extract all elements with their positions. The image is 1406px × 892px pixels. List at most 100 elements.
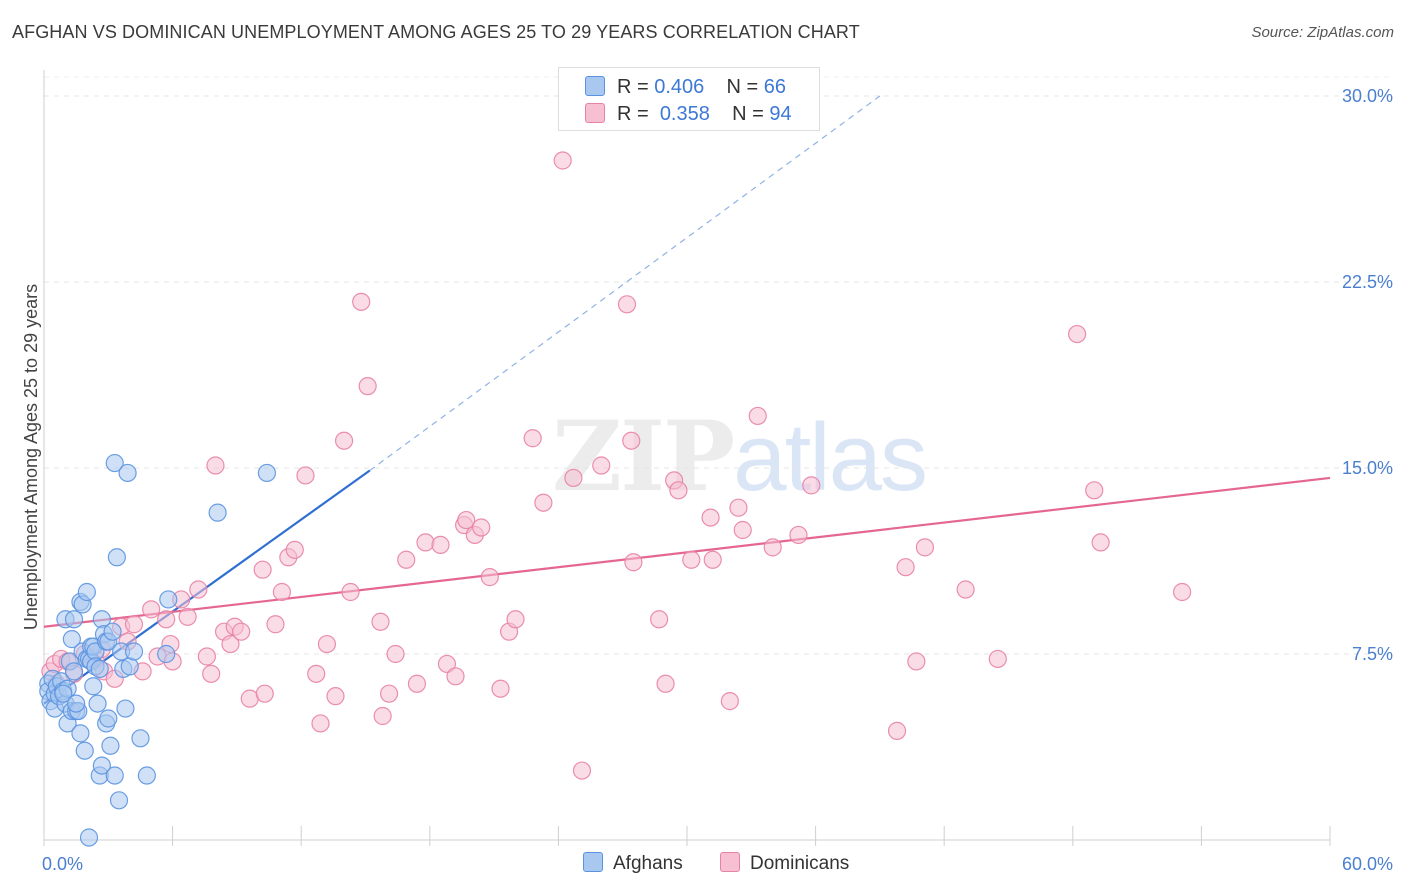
dominicans-point-47 <box>373 706 392 726</box>
dominicans-point-31 <box>253 560 272 579</box>
afghans-point-17 <box>64 610 84 629</box>
dominicans-point-73 <box>650 610 669 629</box>
dominicans-point-34 <box>272 582 292 602</box>
y-tick-label-2: 22.5% <box>1342 272 1393 292</box>
dominicans-point-71 <box>622 431 641 450</box>
dominicans-point-92 <box>988 649 1007 669</box>
afghans-point-59 <box>159 590 178 609</box>
dominicans-point-79 <box>703 550 722 569</box>
legend-r-label: R = <box>617 103 649 125</box>
dominicans-point-15 <box>142 600 161 619</box>
chart-title: AFGHAN VS DOMINICAN UNEMPLOYMENT AMONG A… <box>12 22 860 42</box>
afghans-point-49 <box>109 791 129 810</box>
dominicans-point-54 <box>437 654 457 674</box>
afghans-point-46 <box>105 766 124 785</box>
dominicans-point-39 <box>311 714 330 733</box>
dominicans-point-24 <box>202 664 221 683</box>
dominicans-point-93 <box>1067 324 1087 344</box>
afghans-point-52 <box>116 699 135 718</box>
afghans-point-34 <box>88 694 107 713</box>
afghans-point-44 <box>101 736 120 755</box>
dominicans-point-29 <box>232 622 251 641</box>
dominicans-point-94 <box>1085 481 1104 500</box>
dominicans-point-66 <box>553 151 572 170</box>
dominicans-r-value: 0.358 <box>659 103 710 125</box>
tick-labels: 7.5% 15.0% 22.5% 30.0% 0.0% 60.0% <box>42 86 1393 874</box>
x-tick-label-min: 0.0% <box>42 854 83 874</box>
dominicans-point-33 <box>266 615 285 634</box>
dominicans-point-37 <box>296 466 315 485</box>
afghans-point-62 <box>79 828 99 847</box>
dominicans-point-65 <box>534 493 553 512</box>
dominicans-point-60 <box>480 568 499 587</box>
dominicans-point-74 <box>656 674 675 693</box>
dominicans-point-51 <box>407 674 427 693</box>
afghans-point-48 <box>107 548 126 567</box>
legend-row-afghans: R = 0.406 N = 66 <box>585 76 786 100</box>
dominicans-point-48 <box>379 684 399 703</box>
afghans-legend-label: Afghans <box>613 853 683 874</box>
afghans-point-58 <box>157 644 176 664</box>
y-tick-label-3: 30.0% <box>1342 86 1393 106</box>
data-points <box>39 151 1192 847</box>
dominicans-point-43 <box>341 582 360 602</box>
afghans-point-53 <box>118 463 137 483</box>
dominicans-point-88 <box>896 558 915 577</box>
afghans-point-55 <box>124 642 144 661</box>
dominicans-point-50 <box>397 550 416 569</box>
correlation-legend: R = 0.406 N = 66 R = 0.358 N = 94 <box>558 67 820 131</box>
axes <box>43 70 1331 846</box>
dominicans-point-81 <box>729 498 748 517</box>
dominicans-point-61 <box>491 679 510 698</box>
afghans-point-37 <box>92 756 111 775</box>
afghans-point-18 <box>64 662 84 681</box>
watermark-zip: ZIP <box>552 400 735 513</box>
trend-lines <box>43 95 1331 705</box>
dominicans-point-38 <box>307 664 326 683</box>
dominicans-point-87 <box>887 721 907 740</box>
dominicans-n-value: 94 <box>769 103 792 125</box>
afghans-point-61 <box>257 463 277 483</box>
dominicans-point-83 <box>748 406 767 426</box>
dominicans-point-68 <box>572 761 592 780</box>
dominicans-point-72 <box>624 553 643 572</box>
afghans-point-43 <box>99 709 118 728</box>
dominicans-point-67 <box>564 468 583 488</box>
dominicans-point-25 <box>206 456 225 475</box>
dominicans-point-53 <box>431 535 450 554</box>
dominicans-point-23 <box>197 647 216 666</box>
dominicans-point-82 <box>733 520 752 540</box>
dominicans-point-45 <box>358 377 377 396</box>
dominicans-point-63 <box>506 610 525 629</box>
dominicans-point-13 <box>124 615 144 634</box>
afghans-point-25 <box>75 741 94 760</box>
legend-r-label: R = <box>617 76 649 98</box>
dominicans-point-46 <box>371 612 390 631</box>
afghans-point-27 <box>77 582 96 602</box>
dominicans-point-57 <box>457 510 476 530</box>
y-tick-label-1: 15.0% <box>1342 458 1393 478</box>
afghans-n-value: 66 <box>763 76 787 98</box>
zipatlas-watermark: ZIPatlas <box>552 400 928 513</box>
dominicans-point-32 <box>255 684 274 703</box>
afghans-trend-extension <box>369 95 881 471</box>
dominicans-point-44 <box>352 292 371 311</box>
afghans-point-47 <box>105 453 124 473</box>
dominicans-point-70 <box>617 295 637 314</box>
dominicans-point-89 <box>907 652 926 671</box>
dominicans-point-77 <box>682 550 701 569</box>
dominicans-legend-swatch <box>720 852 740 872</box>
dominicans-point-17 <box>157 610 176 629</box>
dominicans-point-85 <box>789 525 808 545</box>
dominicans-point-95 <box>1091 533 1110 552</box>
afghans-point-22 <box>71 724 90 743</box>
dominicans-point-59 <box>472 518 491 537</box>
afghans-point-56 <box>131 729 150 748</box>
afghans-point-60 <box>208 503 227 522</box>
afghans-point-63 <box>54 684 73 703</box>
afghans-legend-swatch <box>583 852 603 872</box>
dominicans-point-64 <box>523 429 542 448</box>
dominicans-legend-label: Dominicans <box>750 853 850 874</box>
dominicans-point-40 <box>317 634 337 654</box>
dominicans-point-21 <box>178 607 197 626</box>
